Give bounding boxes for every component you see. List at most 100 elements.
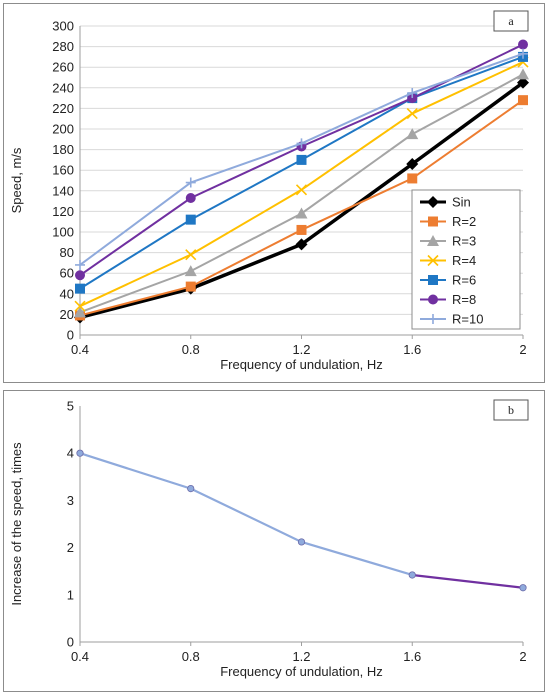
x-tick-label-1: 0.8 <box>182 342 200 357</box>
panel-tag-box <box>493 10 529 32</box>
y-tick-label-13: 260 <box>52 60 74 75</box>
y-tick-label-14: 280 <box>52 39 74 54</box>
legend-swatch-marker <box>427 254 439 267</box>
data-point-3 <box>407 87 418 98</box>
x-axis-label: Frequency of undulation, Hz <box>220 357 383 372</box>
data-point-4 <box>518 95 528 106</box>
series-line-end-segment <box>412 573 524 589</box>
data-point-4 <box>517 68 529 80</box>
data-point-2 <box>296 138 307 149</box>
data-point-4 <box>517 76 529 89</box>
legend-label: R=3 <box>452 234 476 249</box>
y-tick-label-0: 0 <box>67 328 74 343</box>
data-point-3 <box>406 107 418 120</box>
series-r-10 <box>75 48 528 270</box>
x-tick-label-2: 1.2 <box>292 342 310 357</box>
x-tick-label-0: 0.4 <box>71 649 89 664</box>
legend-label: R=4 <box>452 253 476 268</box>
data-point-0 <box>74 306 86 318</box>
y-tick-label-10: 200 <box>52 122 74 137</box>
x-tick-label-0: 0.4 <box>71 342 89 357</box>
y-tick-label-3: 60 <box>60 266 74 281</box>
data-point-1 <box>185 177 196 188</box>
data-point-1 <box>184 265 197 277</box>
legend-label: R=8 <box>452 292 476 307</box>
y-tick-label-7: 140 <box>52 183 74 198</box>
legend-label: R=6 <box>452 273 476 288</box>
data-point-0 <box>74 300 86 312</box>
y-tick-label-2: 2 <box>67 540 74 555</box>
y-tick-label-0: 0 <box>67 635 74 650</box>
y-tick-label-4: 4 <box>67 446 74 461</box>
data-point-2 <box>295 184 308 196</box>
data-point-2 <box>296 224 307 235</box>
data-point-2 <box>295 238 308 251</box>
y-tick-label-1: 1 <box>67 587 74 602</box>
data-point-1 <box>185 281 196 292</box>
y-tick-label-5: 5 <box>67 399 74 414</box>
y-tick-label-1: 20 <box>60 307 74 322</box>
data-point-0 <box>75 270 85 281</box>
y-tick-label-5: 100 <box>52 225 74 240</box>
y-axis-label: Speed, m/s <box>9 147 24 213</box>
data-point-0 <box>75 283 85 294</box>
legend-label: R=2 <box>452 214 476 229</box>
legend-item-r-10: R=10 <box>420 312 483 327</box>
y-tick-label-8: 160 <box>52 163 74 178</box>
panel-tag: b <box>493 399 529 421</box>
data-point-2 <box>296 154 307 165</box>
y-axis-label: Increase of the speed, times <box>9 442 24 606</box>
legend-swatch-marker <box>428 314 438 324</box>
x-axis-label: Frequency of undulation, Hz <box>220 664 383 679</box>
x-tick-label-4: 2 <box>519 342 526 357</box>
x-tick-label-3: 1.6 <box>403 649 421 664</box>
legend-item-r-2: R=2 <box>420 214 476 229</box>
speed-chart: 0 20 40 60 80 100 120 140 160 180 200 220 240 260 280 3… <box>9 10 529 372</box>
series-r-4 <box>74 56 529 312</box>
series-line <box>79 452 413 577</box>
y-tick-label-15: 300 <box>52 19 74 34</box>
y-tick-label-6: 120 <box>52 204 74 219</box>
data-point-1 <box>185 214 196 225</box>
panel-tag-label: a <box>508 14 514 28</box>
data-point-1 <box>187 485 195 493</box>
data-point-3 <box>407 173 418 184</box>
data-point-0 <box>75 259 85 270</box>
data-point-1 <box>185 249 197 261</box>
y-tick-label-4: 80 <box>60 245 74 260</box>
legend-swatch-marker <box>428 275 438 285</box>
x-tick-label-3: 1.6 <box>403 342 421 357</box>
series-r-3 <box>74 68 529 318</box>
panel-tag-label: b <box>508 403 514 417</box>
chart-panel-a: 0 20 40 60 80 100 120 140 160 180 200 220 240 260 280 3… <box>3 3 545 383</box>
y-tick-label-12: 240 <box>52 80 74 95</box>
legend-swatch-marker <box>427 196 439 208</box>
x-tick-label-4: 2 <box>519 649 526 664</box>
data-point-3 <box>407 93 418 104</box>
legend: Sin R=2 R=3 R=4 R=6 R=8 R=10 <box>411 189 521 330</box>
legend-swatch-marker <box>427 235 439 246</box>
y-tick-label-11: 220 <box>52 101 74 116</box>
x-tick-label-2: 1.2 <box>292 649 310 664</box>
legend-item-sin: Sin <box>420 195 471 210</box>
legend-item-r-6: R=6 <box>420 273 476 288</box>
legend-label: Sin <box>452 195 471 210</box>
y-tick-label-3: 3 <box>67 493 74 508</box>
data-point-4 <box>519 584 527 592</box>
legend-item-r-8: R=8 <box>420 292 476 307</box>
data-point-4 <box>518 48 528 59</box>
data-point-0 <box>76 449 84 457</box>
chart-panel-b: 0 1 2 3 4 5 0.4 0.8 1.2 1.6 2 Frequency of undulati… <box>3 390 545 692</box>
panel-tag-box <box>493 399 529 421</box>
x-tick-label-1: 0.8 <box>182 649 200 664</box>
legend-swatch-marker <box>428 216 438 227</box>
increase-chart: 0 1 2 3 4 5 0.4 0.8 1.2 1.6 2 Frequency of undulati… <box>9 399 529 679</box>
data-point-2 <box>297 538 306 546</box>
legend-item-r-3: R=3 <box>420 234 476 249</box>
y-tick-label-2: 40 <box>60 286 74 301</box>
data-point-2 <box>295 207 308 219</box>
data-point-3 <box>406 128 419 140</box>
series-0 <box>76 449 527 592</box>
legend-swatch-marker <box>428 294 438 305</box>
data-point-3 <box>408 571 416 579</box>
